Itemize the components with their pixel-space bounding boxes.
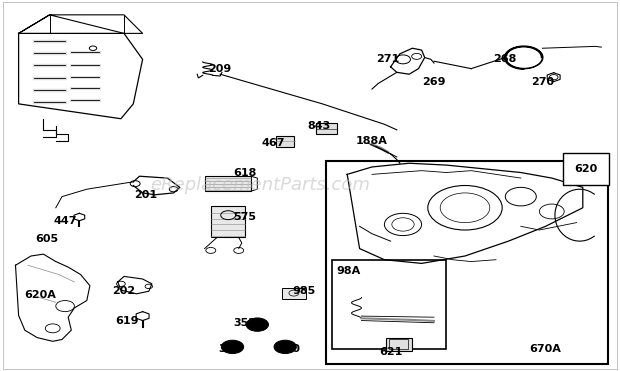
Text: 620A: 620A [24, 290, 56, 300]
Text: 467: 467 [261, 138, 285, 148]
Text: 843: 843 [308, 121, 331, 131]
Text: 271: 271 [376, 55, 399, 64]
Text: eReplacementParts.com: eReplacementParts.com [151, 177, 370, 194]
Circle shape [246, 318, 268, 331]
Text: 520: 520 [277, 344, 300, 354]
Text: 270: 270 [531, 77, 554, 86]
Text: 268: 268 [494, 55, 517, 64]
Text: 618: 618 [233, 168, 257, 177]
Text: 209: 209 [208, 64, 232, 73]
Bar [389, 339, 408, 349]
Text: 985: 985 [292, 286, 316, 296]
Bar [211, 206, 245, 237]
Text: 201: 201 [134, 190, 157, 200]
Text: 619: 619 [115, 316, 139, 326]
Text: 621: 621 [379, 348, 402, 357]
Bar [316, 123, 337, 134]
Text: 353: 353 [234, 318, 256, 328]
Text: 447: 447 [53, 216, 77, 226]
Text: 202: 202 [112, 286, 136, 296]
Bar [332, 260, 446, 349]
Circle shape [221, 340, 244, 354]
Bar [205, 176, 251, 191]
Bar [326, 161, 608, 364]
Bar [276, 136, 294, 147]
Text: 575: 575 [233, 212, 257, 222]
Text: 269: 269 [422, 77, 446, 86]
Circle shape [274, 340, 296, 354]
Text: 620: 620 [574, 164, 598, 174]
Bar [386, 338, 412, 351]
Bar [282, 288, 306, 299]
Text: 670A: 670A [529, 344, 562, 354]
Text: 354: 354 [218, 344, 241, 354]
Text: 605: 605 [35, 234, 58, 244]
Text: 98A: 98A [336, 266, 360, 276]
Text: 188A: 188A [356, 136, 388, 146]
